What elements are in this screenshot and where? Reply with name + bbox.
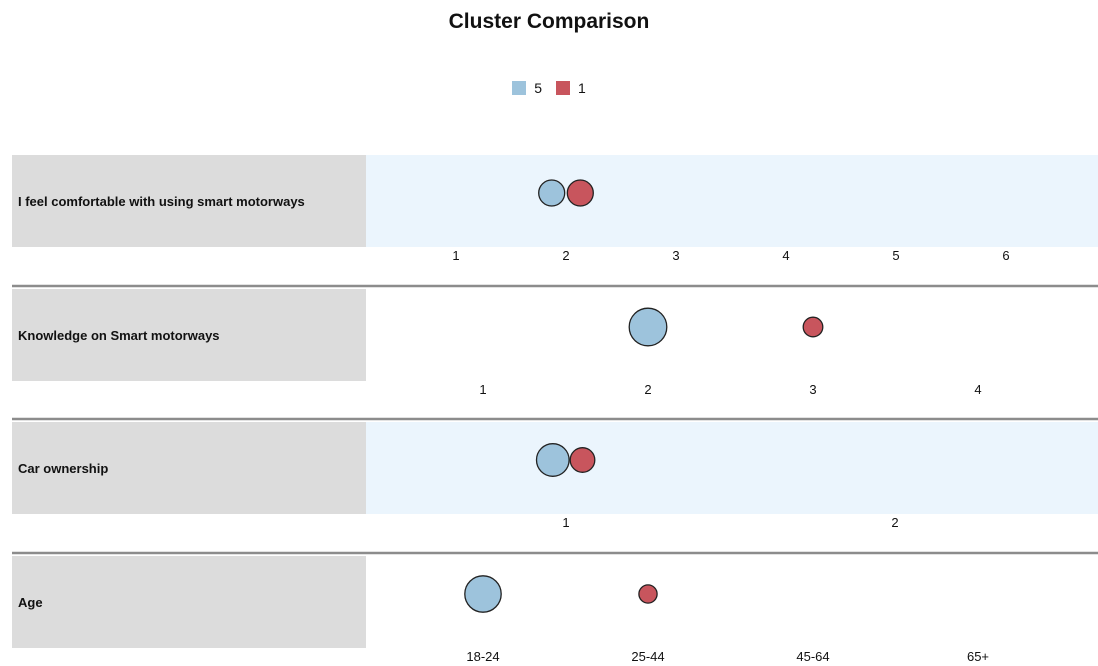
tick-label: 4 [974, 382, 981, 397]
tick-label: 5 [892, 248, 899, 263]
tick-label: 45-64 [796, 649, 829, 664]
tick-label: 3 [809, 382, 816, 397]
row-label-panel [12, 155, 366, 247]
tick-label: 1 [562, 515, 569, 530]
data-point-series-5 [535, 443, 570, 477]
tick-label: 25-44 [631, 649, 664, 664]
tick-label: 3 [672, 248, 679, 263]
legend-label: 1 [578, 80, 586, 96]
tick-label: 2 [891, 515, 898, 530]
row-label-panel [12, 289, 366, 381]
tick-label: 6 [1002, 248, 1009, 263]
legend-swatch [556, 81, 570, 95]
row-plot-band [366, 422, 1098, 514]
data-point-series-1 [638, 584, 658, 604]
row-plot-band [366, 155, 1098, 247]
legend-item: 1 [556, 80, 586, 96]
tick-label: 4 [782, 248, 789, 263]
row-label-panel [12, 556, 366, 648]
data-point-series-1 [802, 316, 824, 338]
tick-label: 18-24 [466, 649, 499, 664]
row-label: Car ownership [18, 461, 108, 476]
legend-label: 5 [534, 80, 542, 96]
data-point-series-5 [464, 575, 502, 613]
row-label: I feel comfortable with using smart moto… [18, 194, 305, 209]
data-point-series-5 [538, 179, 566, 207]
tick-label: 1 [479, 382, 486, 397]
row-label: Knowledge on Smart motorways [18, 328, 220, 343]
tick-label: 2 [644, 382, 651, 397]
row-label: Age [18, 595, 43, 610]
tick-label: 65+ [967, 649, 989, 664]
chart-title: Cluster Comparison [448, 10, 650, 33]
tick-label: 1 [452, 248, 459, 263]
data-point-series-1 [566, 179, 594, 207]
legend-swatch [512, 81, 527, 95]
row-label-panel [12, 422, 366, 514]
data-point-series-1 [569, 447, 596, 473]
legend-item: 5 [512, 80, 542, 96]
data-point-series-5 [628, 307, 668, 347]
tick-label: 2 [562, 248, 569, 263]
row-plot-band [366, 289, 1098, 381]
